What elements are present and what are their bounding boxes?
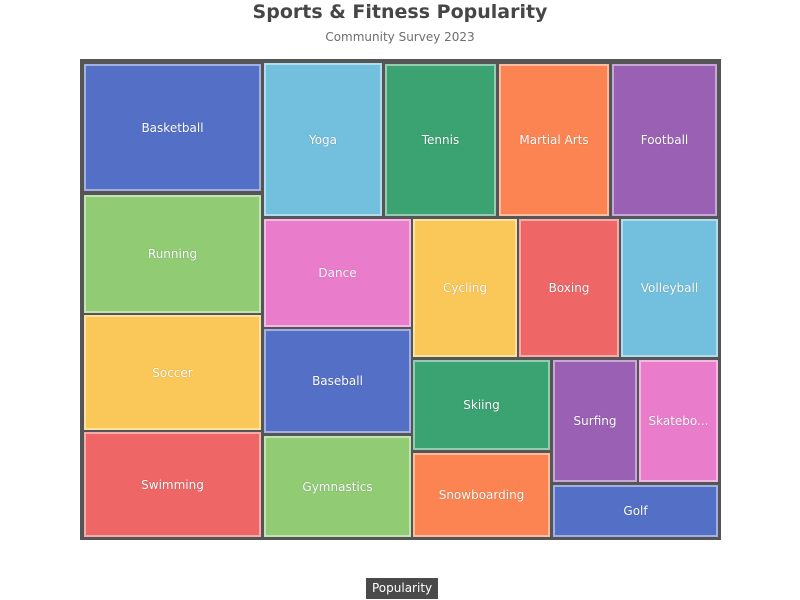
- treemap-cell-soccer[interactable]: Soccer: [84, 315, 261, 430]
- treemap-cell-label: Cycling: [443, 281, 487, 295]
- treemap-area: Basketball Yoga Tennis Martial Arts Football…: [80, 59, 721, 540]
- treemap-cell-volleyball[interactable]: Volleyball: [621, 219, 718, 357]
- treemap-cell-label: Basketball: [141, 120, 204, 135]
- treemap-cell-label: Soccer: [152, 365, 193, 380]
- treemap-cell-label: Surfing: [573, 414, 617, 428]
- breadcrumb-root[interactable]: Popularity: [366, 578, 439, 599]
- treemap-cell-cycling[interactable]: Cycling: [413, 219, 517, 357]
- treemap-cell-basketball[interactable]: Basketball: [84, 64, 261, 191]
- treemap-cell-surfing[interactable]: Surfing: [553, 360, 637, 482]
- treemap-cell-swimming[interactable]: Swimming: [84, 432, 261, 537]
- treemap-cell-baseball[interactable]: Baseball: [264, 329, 411, 433]
- chart-subtitle: Community Survey 2023: [325, 30, 475, 44]
- treemap-cell-label: Golf: [623, 504, 648, 518]
- treemap-cell-label: Snowboarding: [438, 488, 525, 502]
- treemap-cell-tennis[interactable]: Tennis: [385, 64, 496, 216]
- treemap-cell-football[interactable]: Football: [612, 64, 717, 216]
- treemap-cell-gymnastics[interactable]: Gymnastics: [264, 436, 411, 537]
- treemap-cell-yoga[interactable]: Yoga: [264, 63, 382, 216]
- treemap-cell-dance[interactable]: Dance: [264, 219, 411, 327]
- treemap-cell-label: Running: [147, 247, 198, 261]
- treemap-cell-label: Volleyball: [640, 281, 699, 295]
- treemap-cell-skateboarding[interactable]: Skatebo...: [639, 360, 718, 482]
- treemap-cell-label: Football: [640, 133, 689, 147]
- treemap-cell-label: Swimming: [141, 477, 204, 492]
- treemap-cell-label: Skiing: [463, 398, 500, 412]
- treemap-cell-label: Dance: [318, 266, 357, 280]
- treemap-cell-snowboarding[interactable]: Snowboarding: [413, 453, 550, 537]
- treemap-cell-martial-arts[interactable]: Martial Arts: [499, 64, 609, 216]
- treemap-cell-running[interactable]: Running: [84, 195, 261, 313]
- treemap-cell-golf[interactable]: Golf: [553, 485, 718, 537]
- treemap-cell-label: Boxing: [548, 281, 590, 295]
- treemap-cell-label: Baseball: [312, 374, 363, 388]
- chart-title: Sports & Fitness Popularity: [252, 1, 548, 23]
- treemap-cell-boxing[interactable]: Boxing: [519, 219, 619, 357]
- treemap-cell-label: Gymnastics: [302, 479, 373, 494]
- treemap-cell-label: Tennis: [421, 133, 460, 147]
- treemap-cell-label: Yoga: [308, 132, 338, 147]
- treemap-cell-skiing[interactable]: Skiing: [413, 360, 550, 450]
- treemap-cell-label: Skatebo...: [648, 414, 709, 428]
- treemap-cell-label: Martial Arts: [519, 133, 589, 147]
